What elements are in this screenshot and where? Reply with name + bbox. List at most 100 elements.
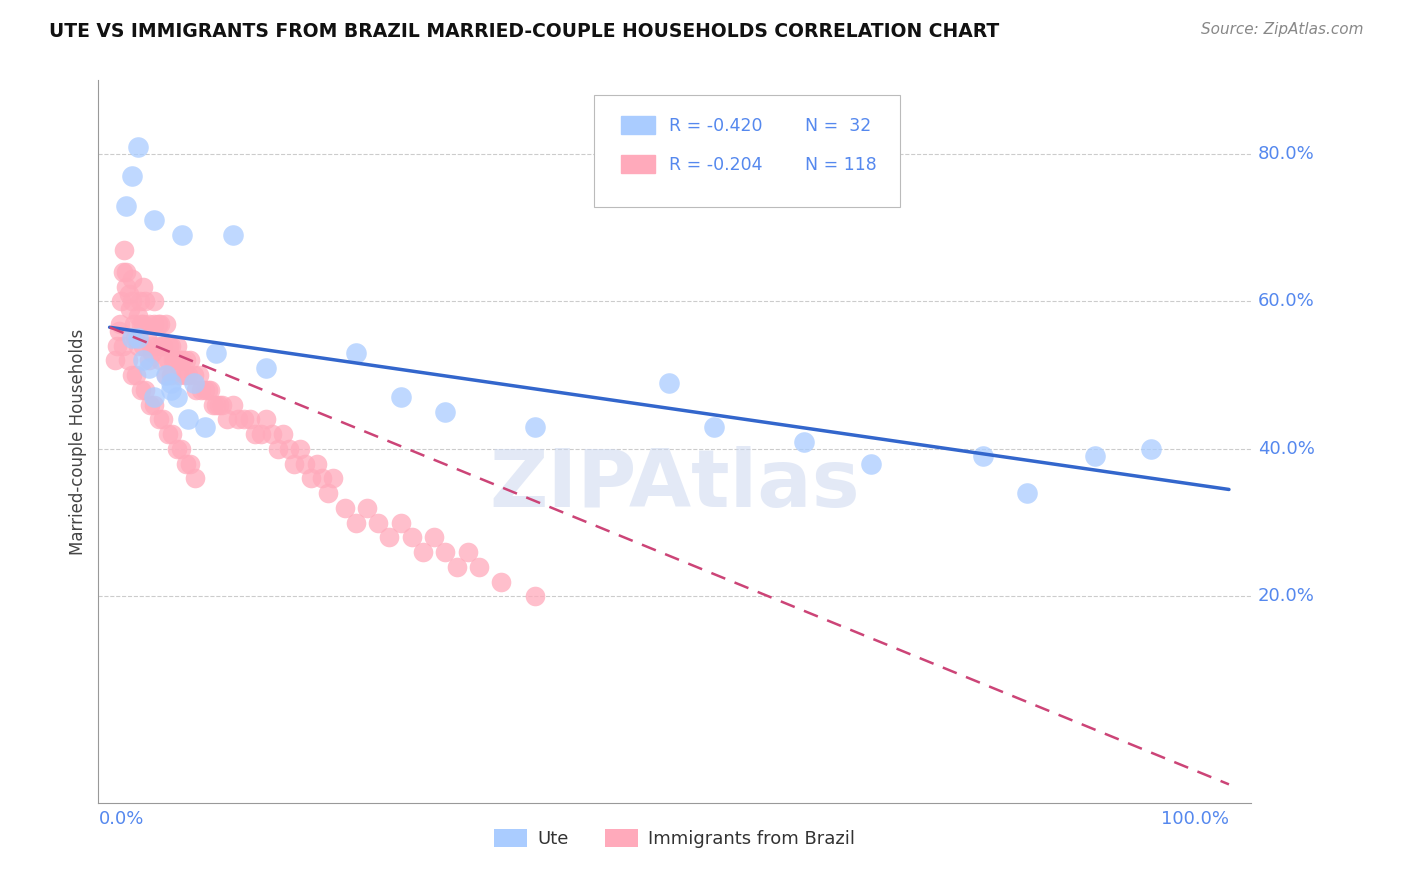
Point — [122, 317, 145, 331]
Point — [793, 434, 815, 449]
Point — [149, 317, 172, 331]
Point — [170, 442, 193, 456]
Point — [446, 560, 468, 574]
Point — [121, 272, 143, 286]
Point — [152, 412, 174, 426]
Text: 100.0%: 100.0% — [1161, 810, 1229, 828]
Point — [143, 294, 166, 309]
Point — [305, 457, 328, 471]
Point — [166, 339, 188, 353]
Point — [156, 427, 179, 442]
Point — [232, 412, 254, 426]
FancyBboxPatch shape — [595, 95, 900, 207]
Point — [134, 383, 156, 397]
Point — [169, 353, 191, 368]
Point — [194, 419, 217, 434]
Point — [160, 368, 183, 383]
Point — [152, 339, 174, 353]
Point — [211, 398, 233, 412]
Text: N = 118: N = 118 — [806, 156, 877, 174]
Point — [703, 419, 725, 434]
Point — [143, 398, 166, 412]
Point — [134, 294, 156, 309]
Point — [412, 545, 434, 559]
Point — [160, 339, 183, 353]
Point — [190, 383, 212, 397]
Point — [132, 339, 155, 353]
Point — [188, 368, 211, 383]
Point — [356, 500, 378, 515]
Point — [166, 442, 188, 456]
Point — [434, 405, 457, 419]
Point — [222, 228, 245, 243]
Point — [166, 390, 188, 404]
Point — [162, 353, 184, 368]
Point — [322, 471, 344, 485]
Point — [367, 516, 389, 530]
Point — [143, 390, 166, 404]
Text: R = -0.420: R = -0.420 — [669, 117, 762, 135]
Point — [378, 530, 401, 544]
Point — [468, 560, 491, 574]
Text: R = -0.204: R = -0.204 — [669, 156, 762, 174]
Point — [1139, 442, 1161, 456]
Point — [401, 530, 423, 544]
Point — [217, 412, 239, 426]
Text: 0.0%: 0.0% — [98, 810, 143, 828]
Point — [194, 383, 217, 397]
Point — [127, 309, 149, 323]
Point — [249, 427, 271, 442]
Point — [160, 383, 183, 397]
Point — [222, 398, 245, 412]
Point — [115, 265, 138, 279]
Point — [115, 199, 138, 213]
Point — [311, 471, 333, 485]
Bar — [620, 116, 655, 135]
Point — [156, 353, 179, 368]
Point — [139, 339, 162, 353]
Point — [127, 339, 149, 353]
Point — [138, 353, 160, 368]
Point — [117, 353, 139, 368]
Point — [294, 457, 316, 471]
Point — [658, 376, 681, 390]
Point — [283, 457, 305, 471]
Point — [143, 213, 166, 227]
Point — [277, 442, 299, 456]
Point — [127, 331, 149, 345]
Point — [316, 486, 339, 500]
Point — [491, 574, 513, 589]
Point — [162, 427, 184, 442]
Text: 60.0%: 60.0% — [1258, 293, 1315, 310]
Point — [173, 368, 195, 383]
Point — [157, 339, 180, 353]
Point — [260, 427, 283, 442]
Point — [124, 331, 146, 345]
Point — [139, 398, 162, 412]
Point — [167, 368, 190, 383]
Bar — [620, 155, 655, 173]
Text: Source: ZipAtlas.com: Source: ZipAtlas.com — [1201, 22, 1364, 37]
Point — [155, 317, 177, 331]
Point — [121, 294, 143, 309]
Point — [208, 398, 231, 412]
Point — [107, 324, 129, 338]
Point — [155, 368, 177, 383]
Point — [972, 450, 994, 464]
Point — [104, 353, 127, 368]
Point — [127, 139, 149, 153]
Point — [160, 376, 183, 390]
Point — [125, 368, 148, 383]
Point — [457, 545, 479, 559]
Point — [112, 265, 135, 279]
Point — [205, 346, 228, 360]
Point — [146, 317, 169, 331]
Text: 80.0%: 80.0% — [1258, 145, 1315, 163]
Point — [129, 317, 152, 331]
Point — [149, 353, 172, 368]
Point — [238, 412, 260, 426]
Point — [150, 339, 173, 353]
Point — [228, 412, 250, 426]
Point — [108, 317, 131, 331]
Point — [141, 346, 163, 360]
